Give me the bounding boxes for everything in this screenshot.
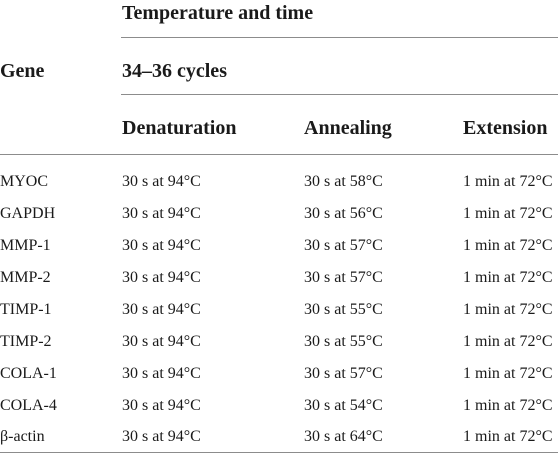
extension-cell: 1 min at 72°C [463,237,553,254]
gene-cell: β-actin [0,428,45,445]
extension-cell: 1 min at 72°C [463,173,553,190]
annealing-cell: 30 s at 64°C [304,428,383,445]
annealing-cell: 30 s at 55°C [304,333,383,350]
annealing-cell: 30 s at 56°C [304,205,383,222]
denaturation-cell: 30 s at 94°C [122,428,201,445]
header-rule-bottom [0,154,558,155]
gene-cell: MYOC [0,173,49,190]
annealing-cell: 30 s at 55°C [304,301,383,318]
gene-cell: GAPDH [0,205,56,222]
header-annealing: Annealing [304,117,392,139]
annealing-cell: 30 s at 57°C [304,269,383,286]
extension-cell: 1 min at 72°C [463,428,553,445]
header-group-title: Temperature and time [122,2,314,24]
denaturation-cell: 30 s at 94°C [122,365,201,382]
denaturation-cell: 30 s at 94°C [122,333,201,350]
annealing-cell: 30 s at 58°C [304,173,383,190]
extension-cell: 1 min at 72°C [463,365,553,382]
extension-cell: 1 min at 72°C [463,397,553,414]
extension-cell: 1 min at 72°C [463,301,553,318]
denaturation-cell: 30 s at 94°C [122,301,201,318]
gene-cell: COLA-4 [0,397,57,414]
annealing-cell: 30 s at 57°C [304,365,383,382]
extension-cell: 1 min at 72°C [463,333,553,350]
extension-cell: 1 min at 72°C [463,205,553,222]
denaturation-cell: 30 s at 94°C [122,397,201,414]
header-denaturation: Denaturation [122,117,237,139]
denaturation-cell: 30 s at 94°C [122,173,201,190]
annealing-cell: 30 s at 54°C [304,397,383,414]
denaturation-cell: 30 s at 94°C [122,237,201,254]
header-extension: Extension [463,117,548,139]
denaturation-cell: 30 s at 94°C [122,205,201,222]
extension-cell: 1 min at 72°C [463,269,553,286]
header-rule-middle [121,94,558,95]
gene-cell: TIMP-1 [0,301,52,318]
denaturation-cell: 30 s at 94°C [122,269,201,286]
gene-cell: TIMP-2 [0,333,52,350]
header-rule-top [121,37,558,38]
gene-cell: MMP-2 [0,269,51,286]
gene-cell: COLA-1 [0,365,57,382]
gene-cell: MMP-1 [0,237,51,254]
header-gene: Gene [0,60,45,82]
annealing-cell: 30 s at 57°C [304,237,383,254]
header-cycles: 34–36 cycles [122,60,227,82]
